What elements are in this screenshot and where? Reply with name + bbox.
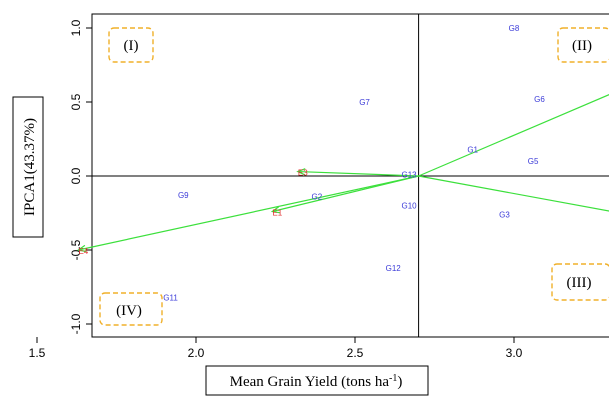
quadrant-box-III	[551, 263, 609, 301]
quadrant-label-IV: (IV)	[99, 292, 163, 326]
genotype-label: G5	[528, 157, 539, 166]
genotype-label: G12	[386, 264, 402, 273]
genotype-label: G7	[359, 98, 370, 107]
quadrant-box-II	[557, 27, 609, 63]
genotype-label: G6	[534, 95, 545, 104]
quadrant-text-IV: (IV)	[116, 303, 142, 319]
x-tick-label: 2.0	[188, 346, 205, 360]
genotype-label: G13	[401, 171, 417, 180]
x-tick-label: 2.5	[347, 346, 364, 360]
x-axis-title-sup: -1	[389, 373, 397, 384]
quadrant-text-III: (III)	[567, 275, 592, 291]
environment-label: E3	[298, 169, 308, 178]
genotype-label: G3	[499, 210, 510, 219]
environment-label: E1	[272, 209, 282, 218]
y-tick-label: -1.0	[69, 313, 83, 334]
genotype-label: G1	[467, 145, 478, 154]
genotype-label: G9	[178, 191, 189, 200]
reference-lines	[92, 14, 609, 337]
environment-label: E4	[78, 247, 88, 256]
y-axis-title-box	[12, 96, 44, 238]
environment-vector	[418, 175, 609, 212]
quadrant-label-I: (I)	[108, 27, 154, 63]
environment-vectors	[76, 94, 609, 253]
quadrant-text-I: (I)	[124, 38, 139, 54]
x-tick-label: 3.0	[506, 346, 523, 360]
environment-vector	[78, 175, 419, 251]
quadrant-box-I	[108, 27, 154, 63]
environment-vector	[297, 170, 419, 177]
x-axis-title-main: Mean Grain Yield (tons ha	[230, 374, 390, 390]
genotype-label: G11	[163, 293, 178, 302]
quadrant-text-II: (II)	[572, 38, 592, 54]
x-axis-title-box	[205, 365, 429, 396]
y-axis-title-group: IPCA1(43.37%)	[12, 96, 44, 238]
y-tick-label: -0.5	[69, 239, 83, 260]
environment-vector	[272, 175, 419, 213]
axes: 1.52.02.53.03.54.04.51.00.50.0-0.5-1.0	[29, 13, 609, 360]
quadrant-label-II: (II)	[557, 27, 609, 63]
genotype-label: G10	[401, 202, 417, 211]
x-tick-label: 1.5	[29, 346, 46, 360]
y-axis-title: IPCA1(43.37%)	[22, 118, 38, 216]
x-axis-title-group: Mean Grain Yield (tons ha-1)	[205, 365, 429, 396]
y-tick-label: 0.5	[69, 93, 83, 110]
y-tick-label: 0.0	[69, 167, 83, 184]
environment-vector-arrowhead	[270, 206, 281, 214]
environment-vector-arrowhead	[296, 168, 306, 176]
x-axis-title: Mean Grain Yield (tons ha-1)	[230, 373, 403, 390]
quadrant-label-III: (III)	[551, 263, 609, 301]
quadrant-box-IV	[99, 292, 163, 326]
environment-vector	[418, 94, 609, 177]
y-tick-label: 1.0	[69, 19, 83, 36]
environment-vector-arrowhead	[76, 244, 87, 253]
point-labels: G1G2G3G4G5G6G7G8G9G10G11G12G13E1E2E3E4E5	[78, 24, 545, 302]
genotype-label: G8	[509, 24, 520, 33]
x-axis-title-end: )	[397, 374, 402, 390]
genotype-label: G2	[312, 193, 323, 202]
